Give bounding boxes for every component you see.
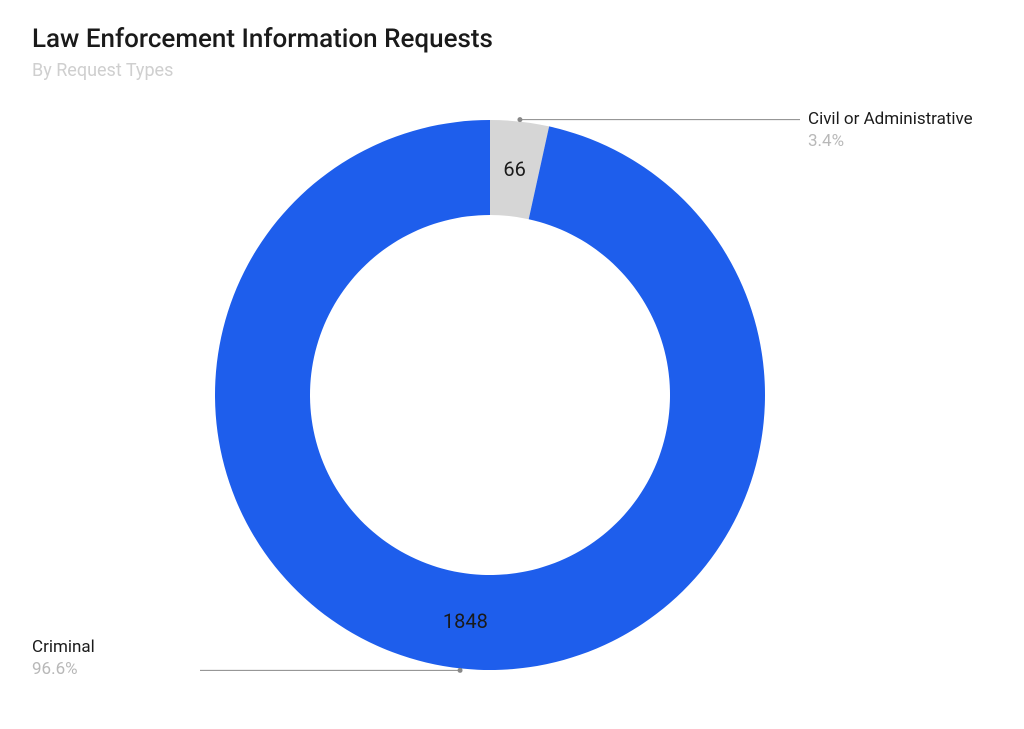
slice-callout-name: Civil or Administrative [808,108,973,130]
slice-callout: Criminal96.6% [32,636,95,680]
slice-value-label: 66 [485,157,545,181]
slice-callout: Civil or Administrative3.4% [808,108,973,152]
slice-callout-pct: 3.4% [808,130,973,152]
leader-dot [517,117,522,122]
slice-callout-name: Criminal [32,636,95,658]
donut-chart: 66 Civil or Administrative3.4% 1848 Crimina… [0,0,1024,729]
leader-dot [458,668,463,673]
slice-value-label: 1848 [435,609,495,633]
slice-callout-pct: 96.6% [32,658,95,680]
